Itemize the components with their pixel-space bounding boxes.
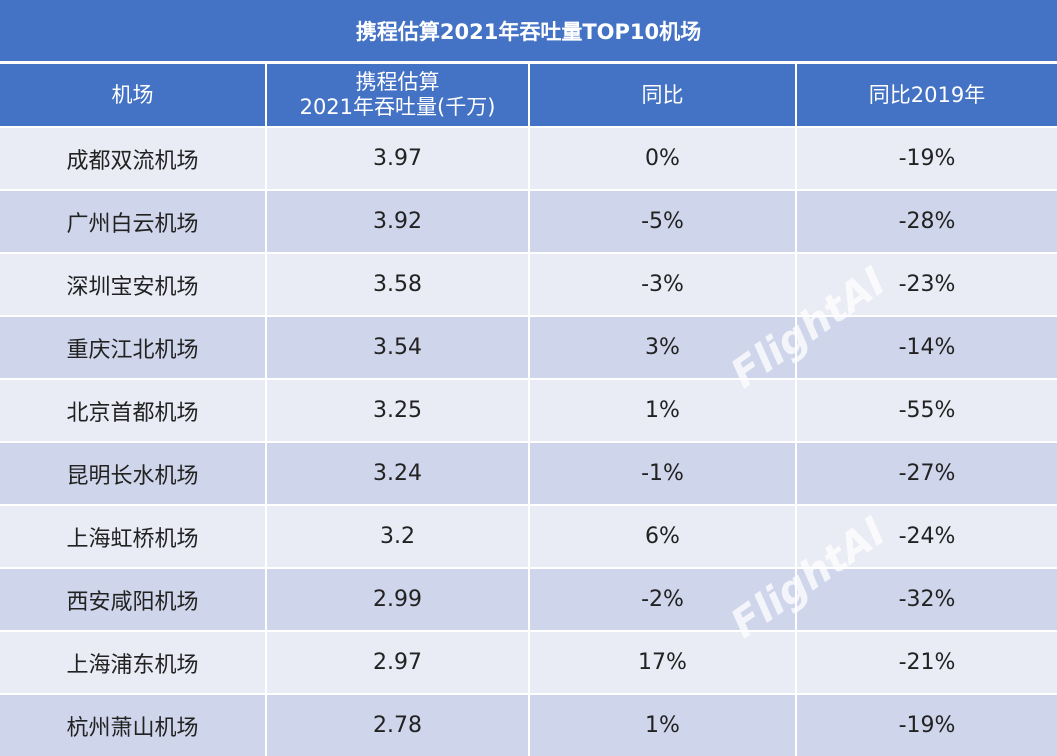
table-cell: -19% <box>797 695 1057 756</box>
table-cell: 北京首都机场 <box>0 380 265 441</box>
table-cell: 1% <box>530 695 795 756</box>
table-cell: 成都双流机场 <box>0 128 265 189</box>
table-cell: -5% <box>530 191 795 252</box>
table-cell: 上海虹桥机场 <box>0 506 265 567</box>
table-cell: -32% <box>797 569 1057 630</box>
table-cell: 上海浦东机场 <box>0 632 265 693</box>
table-cell: 3.25 <box>267 380 528 441</box>
table-cell: 3.2 <box>267 506 528 567</box>
table-cell: 西安咸阳机场 <box>0 569 265 630</box>
table-cell: 2.78 <box>267 695 528 756</box>
table-cell: 0% <box>530 128 795 189</box>
table-cell: 3% <box>530 317 795 378</box>
table-cell: 6% <box>530 506 795 567</box>
table-cell: 杭州萧山机场 <box>0 695 265 756</box>
table-cell: -3% <box>530 254 795 315</box>
table-cell: -14% <box>797 317 1057 378</box>
table-cell: 3.58 <box>267 254 528 315</box>
table-cell: -23% <box>797 254 1057 315</box>
table-cell: 2.99 <box>267 569 528 630</box>
table-cell: -19% <box>797 128 1057 189</box>
table-cell: 重庆江北机场 <box>0 317 265 378</box>
table-cell: -28% <box>797 191 1057 252</box>
table-cell: 昆明长水机场 <box>0 443 265 504</box>
table-cell: 1% <box>530 380 795 441</box>
table-cell: 17% <box>530 632 795 693</box>
table-cell: 3.97 <box>267 128 528 189</box>
header-cell: 携程估算 2021年吞吐量(千万) <box>267 64 528 126</box>
table-cell: 2.97 <box>267 632 528 693</box>
table-cell: 3.24 <box>267 443 528 504</box>
header-cell: 同比 <box>530 64 795 126</box>
table-cell: -24% <box>797 506 1057 567</box>
table-cell: -55% <box>797 380 1057 441</box>
table-cell: 广州白云机场 <box>0 191 265 252</box>
table-cell: -27% <box>797 443 1057 504</box>
header-cell: 机场 <box>0 64 265 126</box>
header-cell: 同比2019年 <box>797 64 1057 126</box>
table-cell: 3.92 <box>267 191 528 252</box>
table-cell: 深圳宝安机场 <box>0 254 265 315</box>
table-cell: -1% <box>530 443 795 504</box>
title: 携程估算2021年吞吐量TOP10机场 <box>0 0 1057 61</box>
table-cell: 3.54 <box>267 317 528 378</box>
table-cell: -21% <box>797 632 1057 693</box>
table-cell: -2% <box>530 569 795 630</box>
